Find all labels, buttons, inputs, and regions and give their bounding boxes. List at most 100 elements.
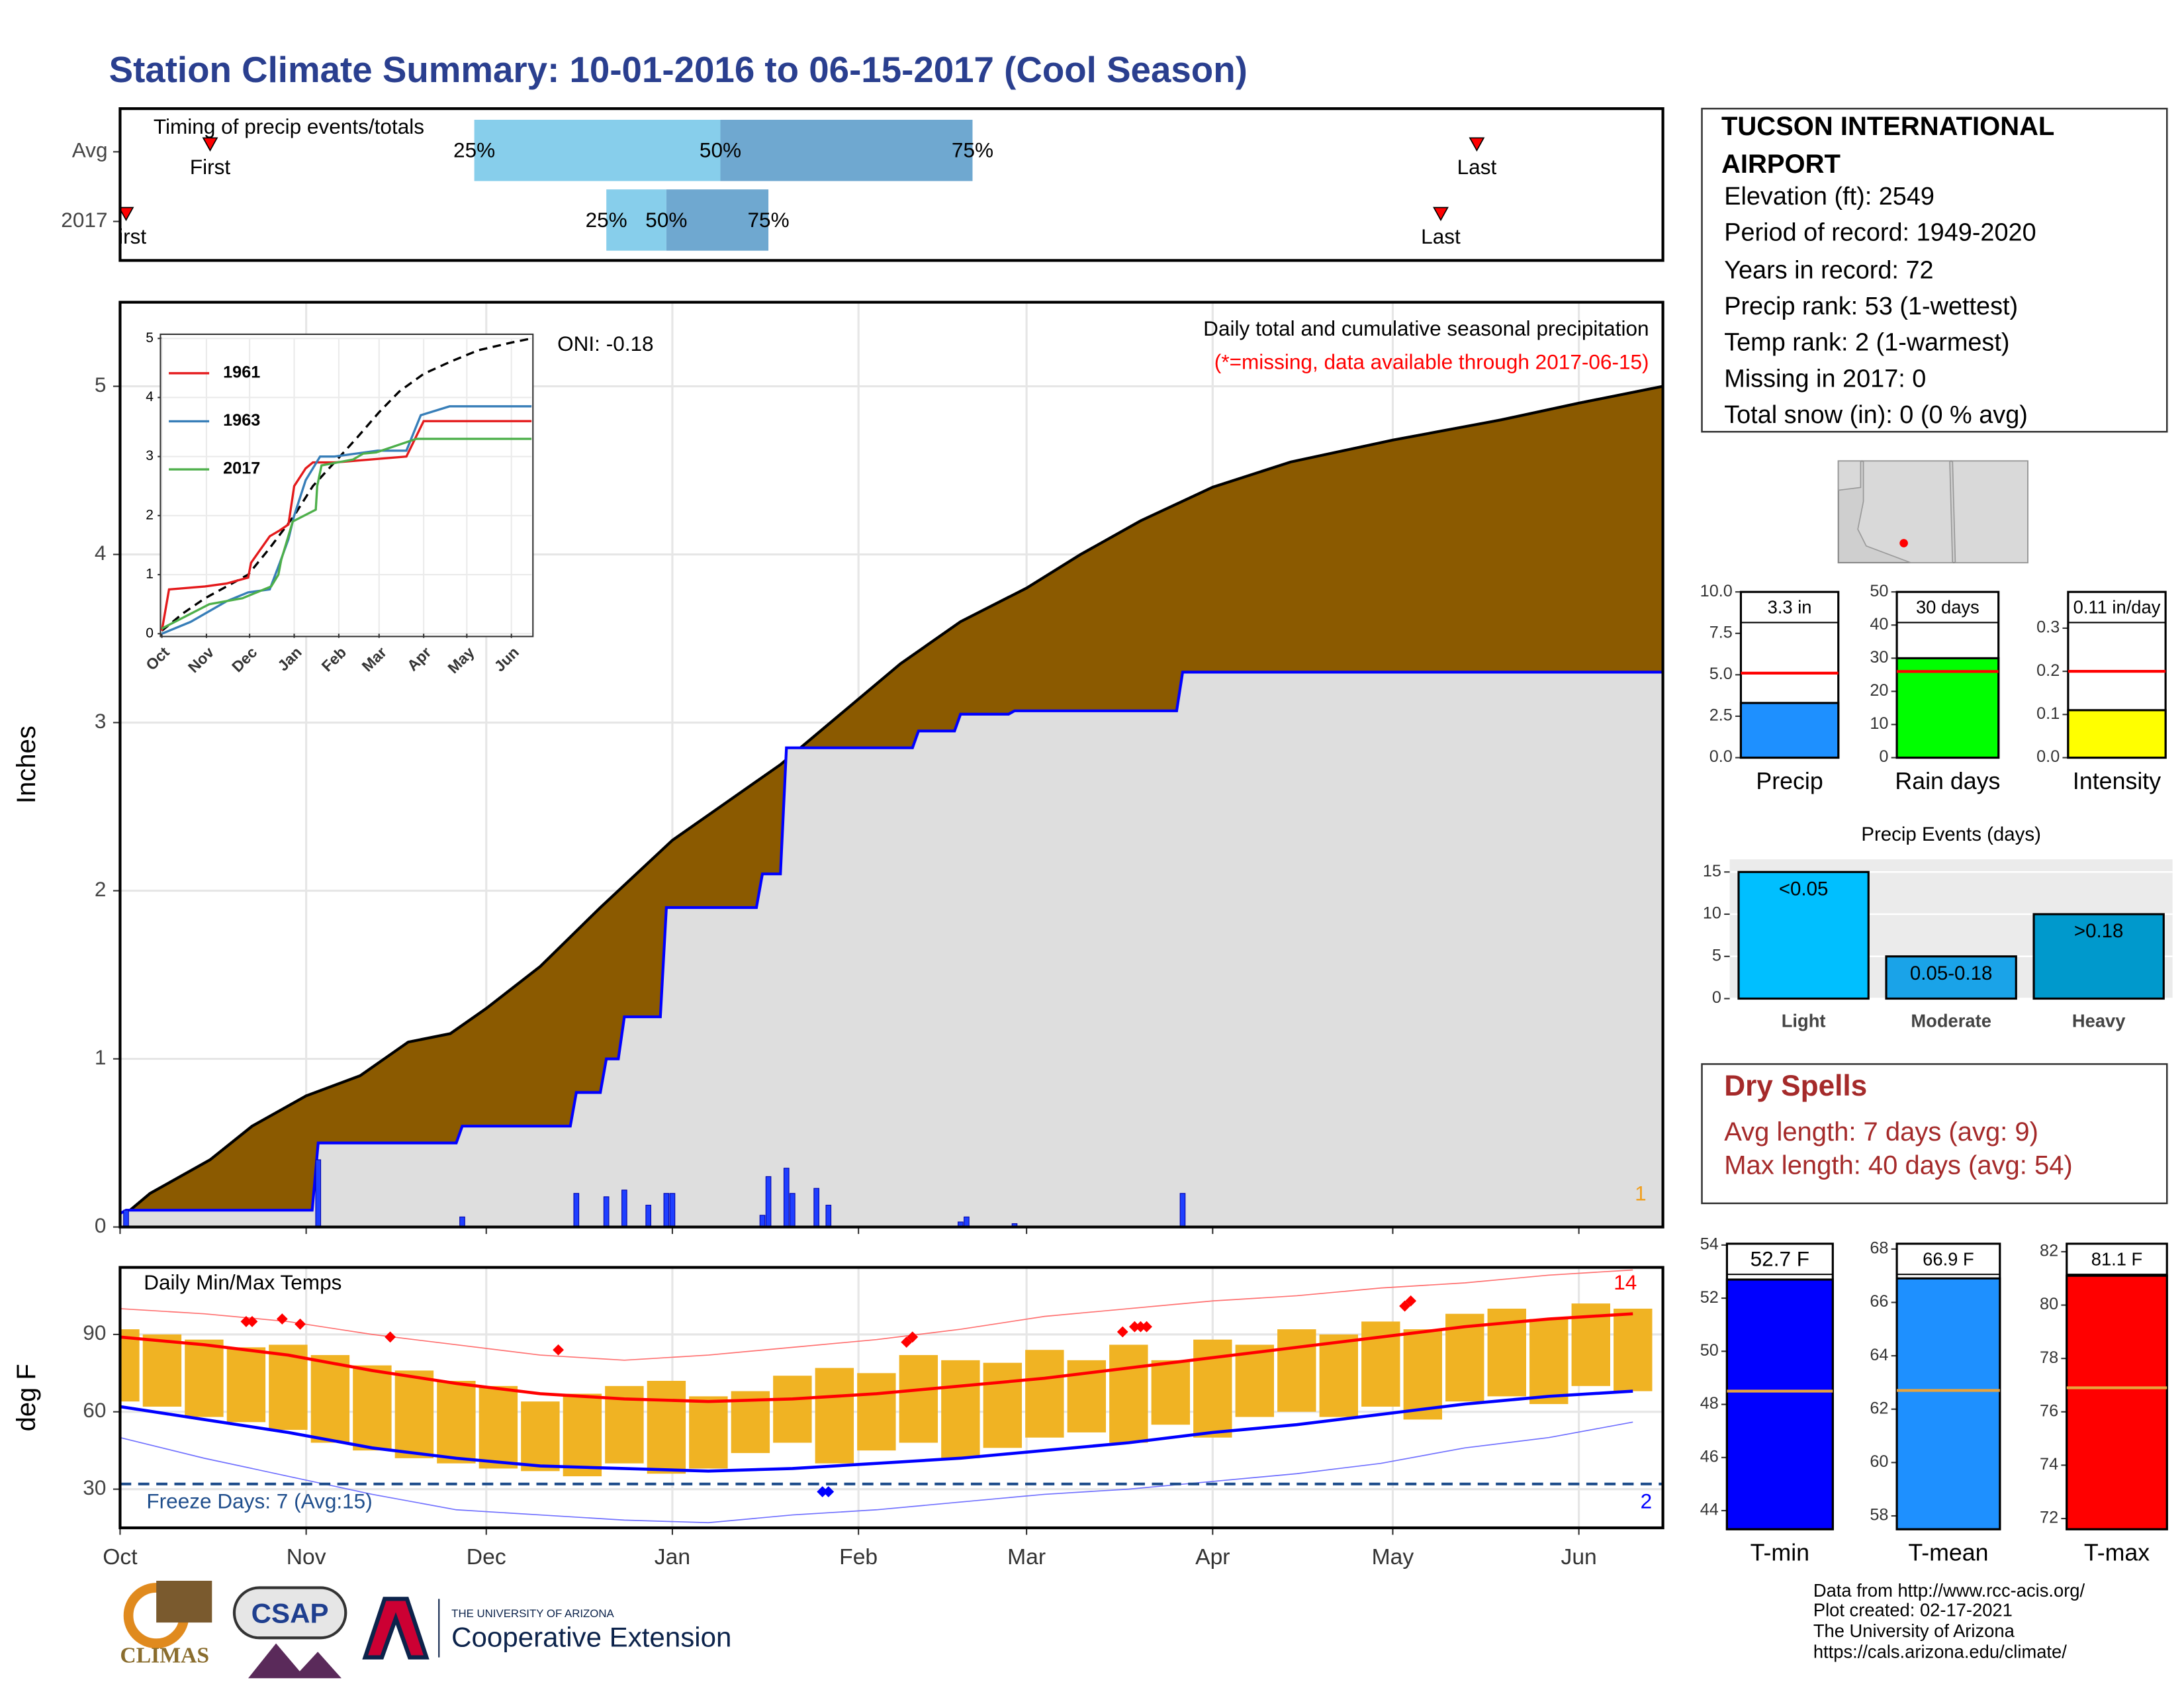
temperature-range-bar [478,1385,518,1469]
bar [1895,1277,2001,1530]
daily-precip-bar [621,1190,627,1227]
event-marker [202,137,218,152]
logo-text: CSAP [251,1598,329,1629]
y-tick-label: 0 [146,626,154,641]
record-marker [823,1486,835,1497]
station-detail: Total snow (in): 0 (0 % avg) [1724,401,2028,429]
y-tick-label: 2 [95,877,107,901]
y-tick-label: 3 [95,709,107,733]
inset-frame [159,333,534,637]
quartile-label: 25% [453,138,495,162]
record-marker [240,1315,252,1327]
csap-mountains [248,1643,341,1679]
quartile-bar [666,189,769,251]
y-tick-label: 90 [83,1321,106,1344]
y-tick-label: 0.0 [2036,747,2060,766]
temperature-range-bar [1025,1350,1064,1438]
panel-frame [118,107,1664,262]
x-tick-label: T-mean [1908,1539,1988,1566]
station-detail: Missing in 2017: 0 [1724,365,1926,393]
y-tick-label: 1 [95,1045,107,1069]
x-tick-label: Nov [287,1545,326,1570]
y-tick-label: 74 [2040,1455,2058,1474]
annotation: 1 [1635,1182,1647,1205]
temperature-range-bar [689,1396,728,1469]
y-tick-label: 10.0 [1700,582,1733,600]
credit-line: The University of Arizona [1813,1620,2015,1641]
legend-label: 1963 [223,411,260,430]
value-label-bg [2071,594,2163,623]
page-title: Station Climate Summary: 10-01-2016 to 0… [109,49,1248,90]
daily-precip-bar [315,1159,322,1227]
y-tick-label: 68 [1870,1239,1888,1258]
temperature-range-bar [647,1381,686,1474]
x-tick-label: Jun [1561,1545,1597,1570]
temperature-range-bar [437,1381,476,1464]
plot-layer [120,1269,1663,1524]
temperature-range-bar [521,1401,560,1472]
station-dot [1899,539,1908,547]
temperature-range-bar [1614,1308,1653,1391]
value-label: 30 days [1916,597,1979,618]
y-tick-label: 72 [2040,1509,2058,1527]
value-label-bg [1729,1246,1831,1275]
temperature-range-bar [1235,1344,1275,1417]
credit-line: https://cals.arizona.edu/climate/ [1813,1642,2067,1662]
plot-layer [120,385,1663,1227]
csap-cloud [232,1586,347,1640]
event-marker [1433,207,1449,222]
y-tick-label: 5 [1712,946,1721,964]
y-tick-label: 10 [1703,904,1721,923]
value-label: 0.11 in/day [2073,597,2161,618]
y-tick-label: 50 [1870,582,1888,600]
temperature-range-bar [773,1376,812,1443]
daily-precip-bar [813,1188,819,1227]
temperature-range-bar [1319,1334,1359,1417]
value-label-bg [2069,1246,2165,1275]
temperature-range-bar [1109,1344,1148,1443]
daily-precip-bar [645,1205,651,1227]
y-tick-label: 0.1 [2036,704,2060,723]
credit-line: Data from http://www.rcc-acis.org/ [1813,1580,2085,1601]
cumulative-line [120,385,1663,1220]
event-label: Last [1421,224,1461,248]
y-tick-label: 5 [146,330,154,346]
series-line [161,405,532,635]
y-tick-label: 3 [146,448,154,463]
map-states [1837,460,2028,563]
station-name-wrap: TUCSON INTERNATIONAL AIRPORT [1721,113,2054,179]
daily-precip-bar [964,1216,970,1227]
series-line [161,438,532,630]
locator-map [1837,460,2028,564]
y-tick-label: 54 [1700,1235,1719,1254]
temperature-range-bar [815,1368,854,1464]
record-marker [1405,1295,1417,1307]
y-tick-label: 50 [1700,1341,1719,1360]
x-tick-label: T-max [2084,1539,2150,1566]
value-label-bg [1899,1246,1997,1275]
climas-shape [156,1580,212,1623]
station-detail: Years in record: 72 [1724,256,1933,284]
quartile-bar [720,119,973,181]
chart-title: Daily Min/Max Temps [144,1270,341,1294]
temperature-range-bar [120,1329,140,1402]
temperature-range-bar [185,1339,224,1417]
y-axis-label: deg F [12,1364,41,1431]
daily-precip-bar [123,1209,129,1227]
chart-subtitle: (*=missing, data available through 2017-… [1214,350,1649,373]
y-tick-label: 40 [1870,615,1888,633]
y-tick-label: 0.3 [2036,618,2060,637]
cumulative-area [120,672,1663,1227]
bar [2032,913,2165,1000]
quartile-bar [474,119,721,181]
y-tick-label: 80 [2040,1295,2058,1313]
station-detail: Precip rank: 53 (1-wettest) [1724,293,2018,320]
y-tick-label: 1 [146,567,154,582]
bar [2067,709,2167,759]
series-line [160,420,532,632]
dry-spells-title: Dry Spells [1724,1070,1867,1102]
station-details: Elevation (ft): 2549 Period of record: 1… [1724,183,2036,429]
y-tick-label: 0 [95,1213,107,1237]
temperature-range-bar [226,1347,266,1423]
y-tick-label: 2 [146,507,154,522]
